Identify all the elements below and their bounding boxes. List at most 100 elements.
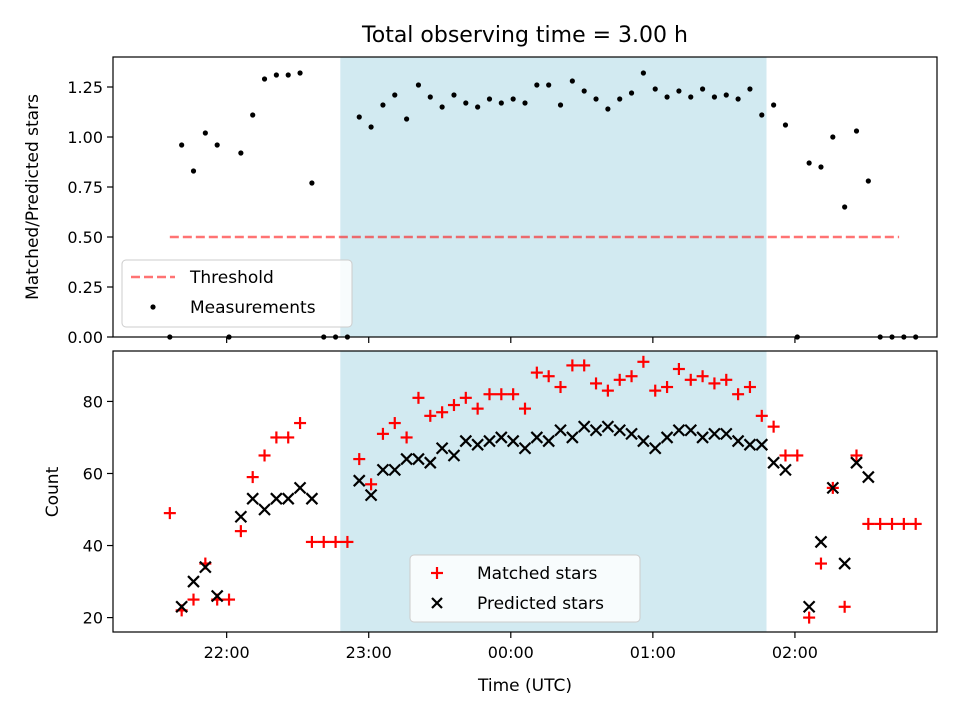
y-tick-label: 20	[83, 609, 103, 628]
matched-star-point	[412, 391, 425, 404]
predicted-star-point	[175, 600, 188, 614]
predicted-star-point	[187, 575, 200, 588]
predicted-star-point	[199, 560, 212, 574]
matched-star-point	[862, 517, 875, 530]
matched-star-point	[909, 517, 922, 530]
predicted-star-point	[483, 434, 496, 448]
top-axes-frame	[112, 56, 938, 338]
top-observing-window	[340, 57, 767, 337]
predicted-star-point	[447, 449, 461, 462]
measurement-point	[830, 134, 836, 140]
matched-star-point	[613, 373, 626, 386]
y-tick-label: 1.00	[67, 128, 103, 147]
matched-star-point	[519, 402, 531, 415]
predicted-stars-points	[175, 420, 875, 614]
predicted-star-point	[246, 492, 259, 505]
legend-matched-swatch	[431, 567, 443, 579]
measurement-point	[699, 86, 706, 92]
x-axis-label: Time (UTC)	[477, 676, 572, 696]
matched-star-point	[507, 388, 520, 401]
measurement-point	[652, 86, 658, 92]
predicted-star-point	[400, 452, 413, 466]
measurement-point	[202, 130, 208, 136]
x-tick-label: 02:00	[772, 643, 818, 662]
y-tick-label: 1.25	[67, 78, 103, 97]
x-tick-label: 01:00	[630, 643, 676, 662]
matched-star-point	[661, 381, 674, 394]
predicted-star-point	[424, 456, 437, 469]
matched-star-point	[874, 517, 887, 530]
measurement-point	[771, 102, 777, 108]
matched-star-point	[353, 453, 366, 466]
measurement-point	[392, 92, 398, 98]
matched-star-point	[282, 431, 295, 444]
measurement-point	[510, 96, 516, 102]
measurement-point	[190, 168, 197, 174]
matched-star-point	[755, 409, 768, 422]
predicted-star-point	[270, 492, 283, 505]
measurement-point	[723, 92, 729, 98]
measurement-point	[380, 102, 386, 108]
ratio-panel: 0.00 0.25 0.50 0.75 1.00 1.25 Matched/Predict…	[23, 56, 938, 347]
measurement-point	[261, 76, 268, 82]
predicted-star-point	[838, 557, 851, 570]
predicted-star-point	[613, 423, 626, 437]
legend-measurements-label: Measurements	[190, 298, 316, 318]
y-tick-label: 0.50	[67, 228, 103, 247]
matched-star-point	[163, 507, 176, 520]
matched-star-point	[483, 388, 496, 401]
measurement-point	[818, 164, 824, 170]
x-tick-label: 00:00	[488, 643, 534, 662]
matched-star-point	[234, 525, 247, 538]
observing-window-band	[340, 57, 767, 337]
predicted-star-point	[684, 423, 698, 437]
legend-matched-label: Matched stars	[477, 564, 597, 584]
count-panel: 20 40 60 80 22:00 23:00 00:00 01:00 02:00 Count…	[43, 350, 938, 696]
matched-star-point	[305, 535, 318, 548]
y-tick-label: 0.00	[67, 328, 103, 347]
bottom-x-axis-ticks: 22:00 23:00 00:00 01:00 02:00	[204, 632, 818, 662]
bottom-y-axis-label: Count	[43, 466, 63, 517]
matched-star-point	[637, 355, 650, 368]
measurement-point	[534, 82, 540, 88]
matched-star-point	[542, 370, 555, 383]
legend-predicted-label: Predicted stars	[477, 594, 604, 614]
predicted-star-point	[258, 503, 271, 516]
measurement-point	[368, 124, 374, 130]
matched-star-point	[649, 384, 662, 397]
predicted-star-point	[305, 492, 319, 505]
predicted-star-point	[495, 431, 508, 444]
matched-star-point	[495, 388, 508, 401]
y-tick-label: 80	[83, 392, 103, 411]
matched-star-point	[376, 427, 389, 440]
matched-star-point	[838, 600, 851, 613]
matched-stars-points	[163, 355, 922, 624]
measurement-point	[451, 92, 457, 98]
measurement-point	[735, 96, 741, 102]
measurement-point	[522, 100, 528, 106]
predicted-star-point	[779, 463, 792, 477]
measurement-point	[309, 180, 315, 186]
measurement-point	[463, 100, 469, 106]
x-tick-label: 23:00	[346, 643, 392, 662]
matched-star-point	[791, 449, 804, 462]
matched-star-point	[672, 363, 685, 376]
measurement-point	[569, 78, 575, 84]
y-tick-label: 40	[83, 537, 103, 556]
predicted-star-point	[719, 427, 733, 441]
predicted-star-point	[566, 431, 579, 444]
bottom-axes-frame	[112, 350, 938, 633]
predicted-star-point	[554, 423, 567, 437]
measurement-point	[546, 82, 552, 88]
predicted-star-point	[826, 481, 840, 495]
measurement-point	[617, 96, 623, 102]
measurement-point	[593, 96, 599, 102]
matched-star-point	[850, 449, 863, 462]
predicted-star-point	[625, 427, 638, 441]
measurement-point	[605, 106, 611, 112]
predicted-star-point	[731, 434, 745, 448]
measurement-point	[747, 86, 753, 92]
bottom-y-axis-ticks: 20 40 60 80	[83, 392, 113, 628]
measurement-point	[404, 116, 410, 122]
predicted-star-point	[364, 488, 378, 502]
